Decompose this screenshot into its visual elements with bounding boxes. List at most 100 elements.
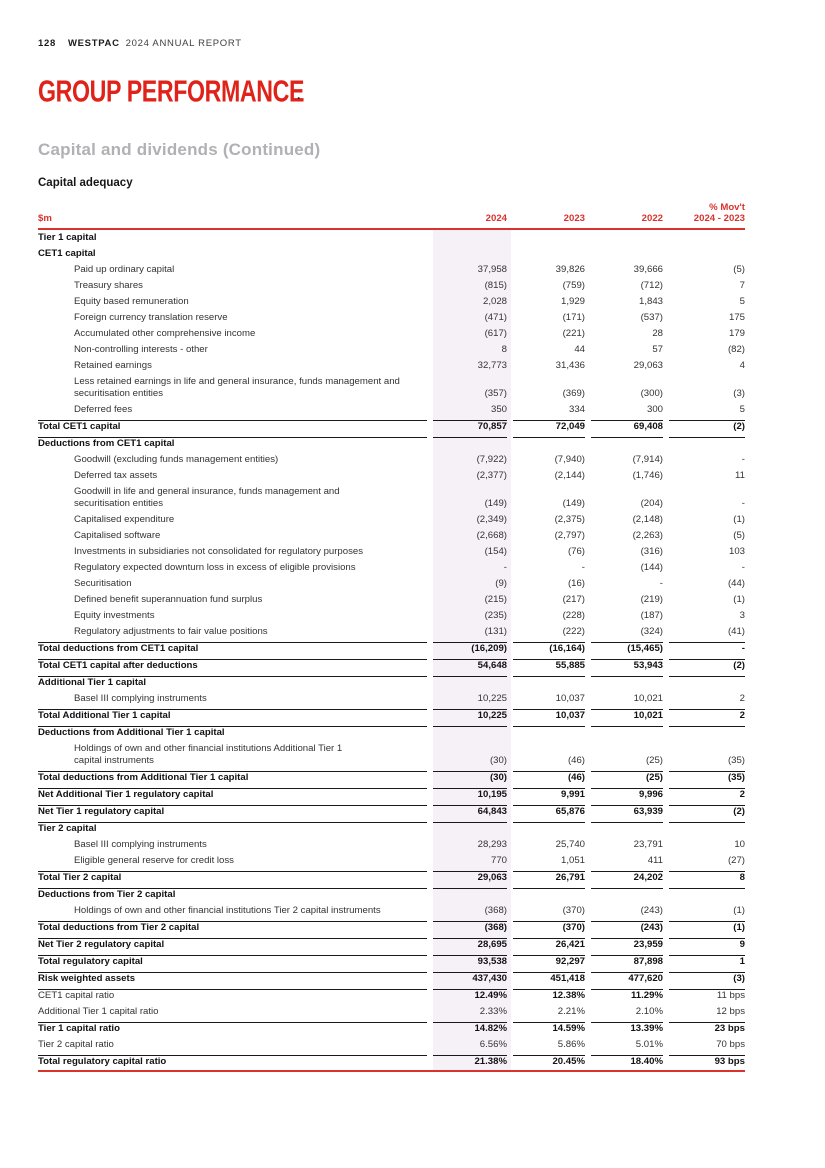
- cell-movt: [669, 726, 745, 739]
- table-row: Holdings of own and other financial inst…: [38, 903, 745, 919]
- cell-2022: 57: [652, 344, 663, 355]
- cell-2022: (144): [640, 562, 663, 573]
- cell-2023: (370): [562, 905, 585, 916]
- table-row: Total Tier 2 capital 29,063 26,791 24,202 8: [38, 869, 745, 886]
- cell-movt: 11: [735, 470, 745, 481]
- row-label: Net Additional Tier 1 regulatory capital: [38, 788, 427, 801]
- cell-2022: 28: [652, 328, 663, 339]
- row-label: Deductions from Tier 2 capital: [38, 888, 427, 901]
- table-row: Deductions from Additional Tier 1 capita…: [38, 724, 745, 741]
- table-row: Tier 2 capital ratio 6.56% 5.86% 5.01% 70 bp…: [38, 1037, 745, 1053]
- page-number: 128: [38, 38, 56, 49]
- cell-2024: (2,668): [476, 530, 507, 541]
- cell-2023: 9,991: [513, 788, 585, 801]
- table-row: Tier 1 capital ratio 14.82% 14.59% 13.39% 23…: [38, 1020, 745, 1037]
- cell-movt: -: [669, 642, 745, 655]
- table-row: Deferred fees 350 334 300 5: [38, 402, 745, 418]
- title-dot: .: [297, 88, 301, 102]
- cell-2024: 10,225: [477, 693, 507, 704]
- cell-movt: (1): [733, 594, 745, 605]
- row-label: Total deductions from CET1 capital: [38, 642, 427, 655]
- row-label: Deductions from Additional Tier 1 capita…: [38, 726, 427, 739]
- cell-2024: (9): [495, 578, 507, 589]
- cell-2024: 28,293: [477, 839, 507, 850]
- cell-2023: (149): [562, 498, 585, 509]
- cell-2023: 1,051: [560, 855, 585, 866]
- cell-2024: (2,349): [476, 514, 507, 525]
- cell-2022: 69,408: [591, 420, 663, 433]
- cell-2023: (759): [562, 280, 585, 291]
- row-label: Total CET1 capital after deductions: [38, 659, 427, 672]
- cell-2023: -: [581, 562, 585, 573]
- table-row: Accumulated other comprehensive income (6…: [38, 326, 745, 342]
- cell-2023: (46): [513, 771, 585, 784]
- table-row: Total regulatory capital ratio 21.38% 20.4…: [38, 1053, 745, 1070]
- cell-2024: [433, 888, 507, 901]
- column-header-movt: % Mov't 2024 - 2023: [669, 202, 745, 224]
- cell-movt: (35): [669, 771, 745, 784]
- cell-2024: [433, 822, 507, 835]
- table-row: Risk weighted assets 437,430 451,418 477,62…: [38, 970, 745, 987]
- cell-2022: (316): [640, 546, 663, 557]
- cell-2022: 1,843: [638, 296, 663, 307]
- table-title: Capital adequacy: [38, 177, 133, 189]
- cell-2024: (368): [433, 921, 507, 934]
- cell-2023: 10,037: [513, 709, 585, 722]
- cell-2024: 350: [490, 404, 507, 415]
- capital-adequacy-table: $m 2024 2023 2022 % Mov't 2024 - 2023 Ti…: [38, 202, 745, 1072]
- row-label: CET1 capital: [38, 248, 96, 259]
- cell-2022: (25): [591, 771, 663, 784]
- cell-2023: (370): [513, 921, 585, 934]
- cell-2023: 55,885: [513, 659, 585, 672]
- cell-2023: 12.38%: [513, 989, 585, 1002]
- cell-2022: 9,996: [591, 788, 663, 801]
- cell-2023: 26,421: [513, 938, 585, 951]
- cell-movt: (1): [733, 905, 745, 916]
- cell-2024: 14.82%: [433, 1022, 507, 1035]
- cell-2024: 32,773: [477, 360, 507, 371]
- cell-2024: 770: [490, 855, 507, 866]
- cell-movt: -: [741, 498, 745, 509]
- cell-2022: 53,943: [591, 659, 663, 672]
- cell-movt: 8: [669, 871, 745, 884]
- cell-movt: 175: [728, 312, 745, 323]
- table-row: Equity based remuneration 2,028 1,929 1,843…: [38, 294, 745, 310]
- cell-movt: (3): [669, 972, 745, 985]
- table-row: Total deductions from Additional Tier 1 …: [38, 769, 745, 786]
- row-label: Eligible general reserve for credit loss: [74, 855, 234, 866]
- cell-movt: 12 bps: [716, 1006, 745, 1017]
- cell-movt: 23 bps: [669, 1022, 745, 1035]
- cell-2024: 12.49%: [433, 989, 507, 1002]
- cell-2022: (219): [640, 594, 663, 605]
- cell-2022: 2.10%: [635, 1006, 663, 1017]
- cell-movt: 93 bps: [669, 1055, 745, 1068]
- cell-2022: (243): [591, 921, 663, 934]
- cell-movt: (1): [669, 921, 745, 934]
- cell-movt: (2): [669, 420, 745, 433]
- cell-2022: [591, 726, 663, 739]
- cell-movt: (27): [727, 855, 745, 866]
- running-header: 128 WESTPAC 2024 ANNUAL REPORT: [38, 38, 745, 49]
- cell-2024: -: [503, 562, 507, 573]
- cell-movt: 2: [669, 788, 745, 801]
- cell-2023: 44: [574, 344, 585, 355]
- row-label: Foreign currency translation reserve: [74, 312, 228, 323]
- cell-2022: 10,021: [591, 709, 663, 722]
- table-row: Total deductions from Tier 2 capital (368…: [38, 919, 745, 936]
- table-row: Holdings of own and other financial inst…: [38, 741, 745, 769]
- table-row: Capitalised software (2,668) (2,797) (2,263…: [38, 528, 745, 544]
- cell-2023: 2.21%: [557, 1006, 585, 1017]
- table-row: Tier 2 capital: [38, 820, 745, 837]
- cell-2023: [513, 822, 585, 835]
- row-label: Equity based remuneration: [74, 296, 189, 307]
- column-header-2024: 2024: [485, 213, 507, 224]
- cell-2023: 1,929: [560, 296, 585, 307]
- table-row: Goodwill (excluding funds management ent…: [38, 452, 745, 468]
- table-row: Regulatory expected downturn loss in exc…: [38, 560, 745, 576]
- cell-movt: (2): [669, 659, 745, 672]
- cell-movt: 3: [739, 610, 745, 621]
- table-row: Deductions from Tier 2 capital: [38, 886, 745, 903]
- cell-2023: 72,049: [513, 420, 585, 433]
- row-label: Basel III complying instruments: [74, 839, 207, 850]
- table-header-row: $m 2024 2023 2022 % Mov't 2024 - 2023: [38, 202, 745, 230]
